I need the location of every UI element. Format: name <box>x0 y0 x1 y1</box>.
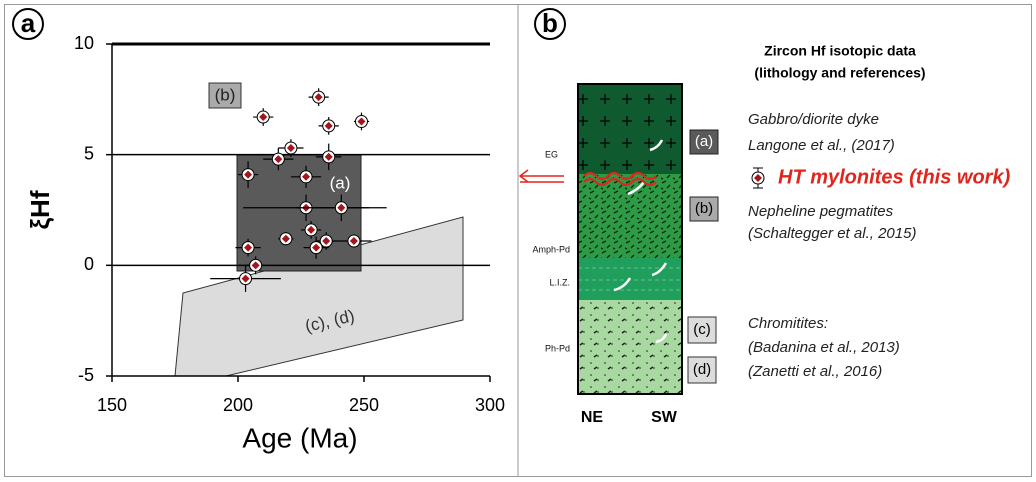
label-box-b <box>208 82 242 109</box>
data-point-core <box>251 261 260 270</box>
unit-label: L.I.Z. <box>549 277 570 287</box>
legend-marker-core <box>754 174 762 182</box>
x-tick-label: 150 <box>97 395 127 415</box>
data-point-core <box>357 117 366 126</box>
data-point-core <box>312 243 321 252</box>
reference: (Schaltegger et al., 2015) <box>748 225 916 242</box>
y-tick-label: 5 <box>84 143 94 163</box>
x-tick-label: 300 <box>475 395 505 415</box>
legend-label: HT mylonites (this work) <box>778 166 1011 188</box>
x-tick-label: 250 <box>349 395 379 415</box>
layer-amph <box>578 174 682 258</box>
ref-box-label: (b) <box>695 200 713 217</box>
data-point-core <box>324 121 333 130</box>
data-point-core <box>322 236 331 245</box>
data-point-core <box>307 225 316 234</box>
column <box>518 83 683 395</box>
reference: (Zanetti et al., 2016) <box>748 363 882 380</box>
data-point-core <box>281 234 290 243</box>
reference: Gabbro/diorite dyke <box>748 111 879 128</box>
ref-box-label: (d) <box>693 361 711 378</box>
y-axis-label: ξHf <box>25 190 55 229</box>
column-border <box>577 83 683 395</box>
side-label: NE <box>581 409 604 426</box>
layer-eg <box>578 84 682 174</box>
dykes <box>613 139 668 344</box>
mylonite-band <box>583 171 657 187</box>
data-point-core <box>244 170 253 179</box>
diagram-title: Zircon Hf isotopic data <box>764 43 916 59</box>
panel-label-circle <box>12 8 44 40</box>
data-point-core <box>241 274 250 283</box>
data-point-core <box>337 203 346 212</box>
x-axis-label: Age (Ma) <box>242 422 357 453</box>
panel-label: b <box>542 8 558 38</box>
data-point-core <box>244 243 253 252</box>
data-point-core <box>349 236 358 245</box>
unit-label: EG <box>545 149 558 159</box>
data-point-core <box>314 93 323 102</box>
ref-box-label: (c) <box>693 321 711 338</box>
reference: Nepheline pegmatites <box>748 203 894 220</box>
y-tick-label: -5 <box>78 365 94 385</box>
ref-box <box>687 356 717 384</box>
y-tick-label: 0 <box>84 254 94 274</box>
reference: Chromitites: <box>748 315 828 332</box>
unit-label: Ph-Pd <box>545 343 570 353</box>
y-tick-label: 10 <box>74 33 94 53</box>
data-point-core <box>324 152 333 161</box>
reference: Langone et al., (2017) <box>748 137 895 154</box>
annotation: (b) <box>215 85 236 104</box>
ref-box <box>689 196 719 222</box>
data-point-core <box>286 144 295 153</box>
layer-phpd <box>578 300 682 394</box>
data-point-core <box>274 155 283 164</box>
ref-box-label: (a) <box>695 133 713 150</box>
ref-box <box>687 316 717 344</box>
reference: (Badanina et al., 2013) <box>748 339 900 356</box>
data-point-core <box>302 172 311 181</box>
shear-arrow <box>518 169 564 183</box>
ref-box <box>689 129 719 155</box>
annotation: (a) <box>330 173 351 192</box>
panel-label: a <box>21 8 36 38</box>
x-tick-label: 200 <box>223 395 253 415</box>
data-point-core <box>259 113 268 122</box>
panel-label-circle <box>534 8 566 40</box>
diagram-title: (lithology and references) <box>754 65 925 81</box>
side-label: SW <box>651 409 678 426</box>
unit-label: Amph-Pd <box>532 244 570 254</box>
